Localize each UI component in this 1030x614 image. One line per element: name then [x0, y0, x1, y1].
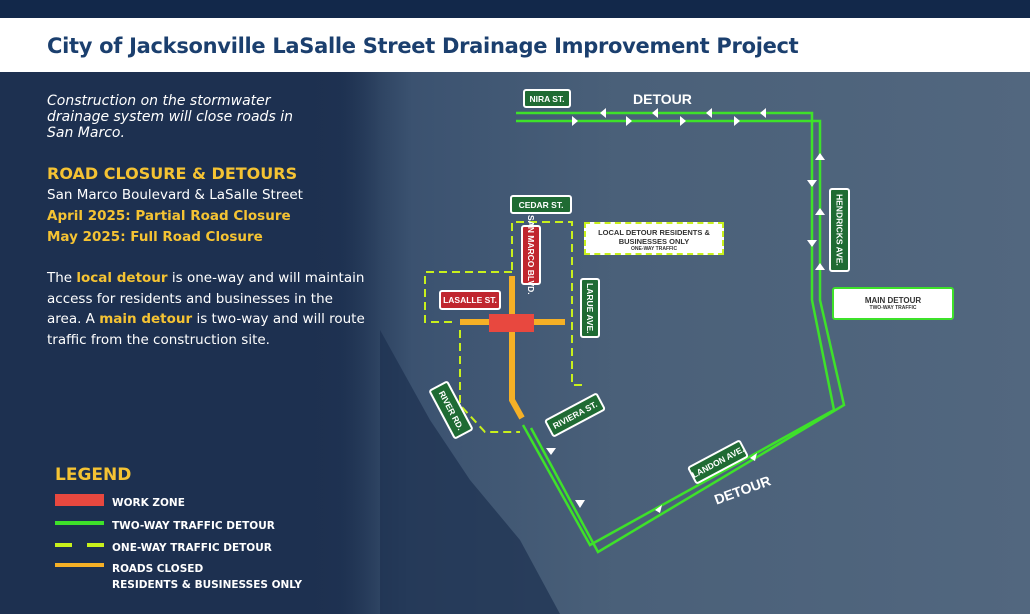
- legend-swatch-closed: [55, 563, 104, 567]
- desc-text: is two-way and will route traffic from t…: [47, 311, 365, 348]
- page-title: City of Jacksonville LaSalle Street Drai…: [47, 34, 799, 58]
- main-detour-title: MAIN DETOUR: [864, 296, 922, 305]
- desc-text: is one-way and will maintain access for …: [47, 270, 365, 327]
- local-detour-box: LOCAL DETOUR RESIDENTS & BUSINESSES ONLY…: [584, 222, 724, 255]
- sign-san-marco: SAN MARCO BLVD.: [521, 215, 541, 295]
- detour-label-top: DETOUR: [633, 91, 692, 107]
- main-detour-sub: TWO-WAY TRAFFIC: [869, 305, 917, 311]
- detour-description: The local detour is one-way and will mai…: [47, 268, 367, 350]
- closure-heading: ROAD CLOSURE & DETOURS: [47, 164, 298, 183]
- local-detour-sub: ONE-WAY TRAFFIC: [630, 246, 678, 252]
- top-strip: [0, 0, 1030, 18]
- legend-closed-2: RESIDENTS & BUSINESSES ONLY: [112, 579, 302, 591]
- legend-swatch-work-zone: [55, 494, 104, 506]
- main-detour-route: [516, 111, 846, 554]
- legend-swatch-one-way-b: [87, 543, 104, 547]
- sign-larue: LARUE AVE.: [580, 278, 600, 338]
- title-bar: City of Jacksonville LaSalle Street Drai…: [0, 18, 1030, 72]
- desc-text: The: [47, 270, 77, 286]
- legend-one-way: ONE-WAY TRAFFIC DETOUR: [112, 542, 272, 554]
- intro-text: Construction on the stormwater drainage …: [47, 93, 293, 141]
- work-zone: [489, 314, 534, 332]
- closure-april: April 2025: Partial Road Closure: [47, 208, 291, 224]
- legend-work-zone: WORK ZONE: [112, 497, 185, 509]
- sign-nira: NIRA ST.: [523, 89, 571, 108]
- local-detour-title: LOCAL DETOUR RESIDENTS & BUSINESSES ONLY: [598, 228, 710, 246]
- local-detour-route: [424, 221, 585, 433]
- closure-may: May 2025: Full Road Closure: [47, 229, 263, 245]
- sign-hendricks: HENDRICKS AVE.: [829, 188, 850, 272]
- legend-closed: ROADS CLOSED: [112, 563, 204, 575]
- legend-swatch-two-way: [55, 521, 104, 525]
- main-detour-box: MAIN DETOUR TWO-WAY TRAFFIC: [832, 287, 954, 320]
- closure-location: San Marco Boulevard & LaSalle Street: [47, 187, 303, 203]
- sign-lasalle: LASALLE ST.: [439, 290, 501, 310]
- desc-main: main detour: [99, 311, 193, 327]
- legend-two-way: TWO-WAY TRAFFIC DETOUR: [112, 520, 275, 532]
- direction-arrows: [546, 108, 825, 513]
- sign-cedar: CEDAR ST.: [510, 195, 572, 214]
- legend-title: LEGEND: [55, 465, 132, 485]
- desc-local: local detour: [76, 270, 168, 286]
- legend-swatch-one-way-a: [55, 543, 72, 547]
- river: [380, 330, 560, 614]
